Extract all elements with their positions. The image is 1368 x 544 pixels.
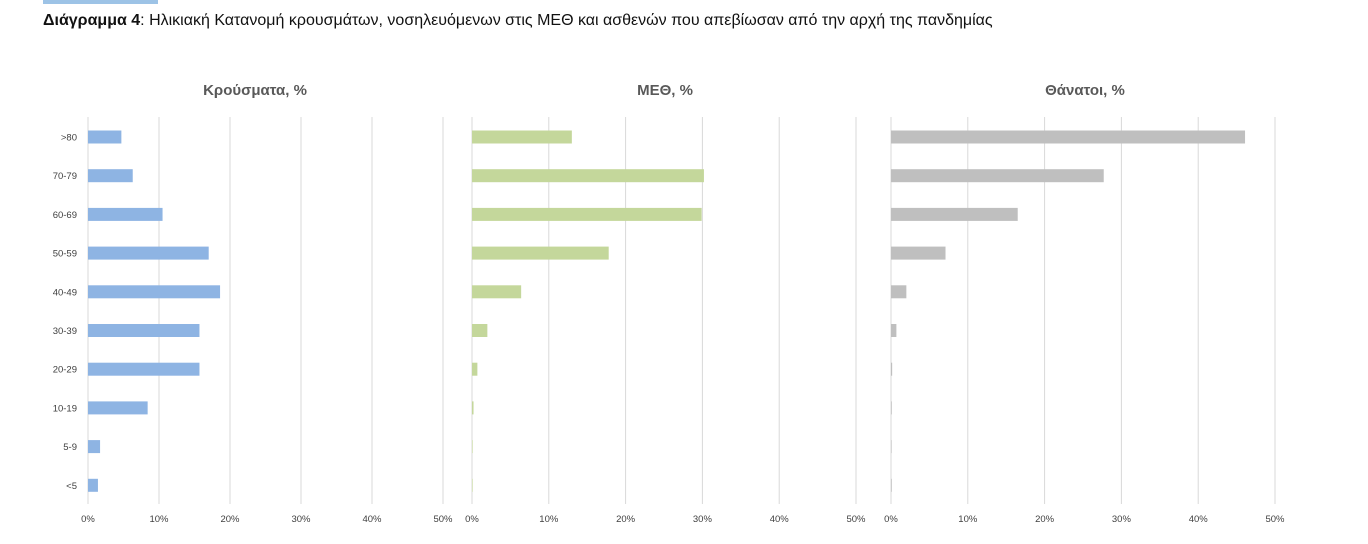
bar <box>88 207 163 221</box>
bar <box>891 285 907 299</box>
bar <box>88 130 122 144</box>
x-tick-label: 10% <box>539 514 559 525</box>
category-label: 60-69 <box>53 210 77 221</box>
bar <box>472 324 488 337</box>
bar <box>891 246 946 260</box>
x-tick-label: 40% <box>362 514 382 525</box>
x-tick-label: 40% <box>770 514 790 525</box>
bar <box>891 169 1104 183</box>
bar <box>88 362 200 376</box>
bar <box>891 207 1018 221</box>
x-tick-label: 50% <box>846 514 866 525</box>
bar <box>891 324 897 337</box>
x-tick-label: 0% <box>884 514 898 525</box>
figure-caption: Διάγραμμα 4: Ηλικιακή Κατανομή κρουσμάτω… <box>43 12 993 30</box>
x-tick-label: 20% <box>220 514 240 525</box>
bar <box>472 246 609 260</box>
bar <box>472 285 522 299</box>
category-label: 5-9 <box>63 442 77 453</box>
chart-title: Κρούσματα, % <box>203 82 307 99</box>
bar <box>472 440 473 454</box>
bar <box>891 130 1246 144</box>
bar <box>472 130 572 144</box>
category-label: >80 <box>61 133 77 144</box>
category-label: 30-39 <box>53 326 77 337</box>
bar <box>88 285 221 299</box>
x-tick-label: 10% <box>958 514 978 525</box>
x-tick-label: 30% <box>291 514 311 525</box>
bar <box>88 440 101 454</box>
bar <box>472 478 473 492</box>
caption-label: Διάγραμμα 4 <box>43 12 141 29</box>
category-label: 40-49 <box>53 287 77 298</box>
caption-text: : Ηλικιακή Κατανομή κρουσμάτων, νοσηλευό… <box>140 12 993 29</box>
x-tick-label: 50% <box>433 514 453 525</box>
category-label: 50-59 <box>53 249 77 260</box>
category-label: 70-79 <box>53 171 77 182</box>
bar <box>88 401 148 415</box>
category-label: 10-19 <box>53 403 77 414</box>
bar <box>472 401 474 415</box>
x-tick-label: 0% <box>81 514 95 525</box>
bar <box>472 362 478 376</box>
x-tick-label: 10% <box>149 514 169 525</box>
category-label: 20-29 <box>53 365 77 376</box>
bar <box>891 478 892 492</box>
bar <box>891 440 892 454</box>
category-label: <5 <box>66 481 77 492</box>
bar <box>472 207 702 221</box>
bar <box>472 169 704 183</box>
chart-title: ΜΕΘ, % <box>637 82 693 99</box>
x-tick-label: 40% <box>1189 514 1209 525</box>
bar <box>88 324 200 337</box>
x-tick-label: 20% <box>1035 514 1055 525</box>
bar <box>88 246 209 260</box>
caption-highlight-bar <box>43 0 158 4</box>
x-tick-label: 20% <box>616 514 636 525</box>
x-tick-label: 30% <box>1112 514 1132 525</box>
bar <box>891 362 893 376</box>
x-tick-label: 0% <box>465 514 479 525</box>
x-tick-label: 30% <box>693 514 713 525</box>
bar <box>88 169 133 183</box>
bar <box>88 478 98 492</box>
bar <box>891 401 892 415</box>
chart-title: Θάνατοι, % <box>1045 82 1125 99</box>
x-tick-label: 50% <box>1265 514 1285 525</box>
